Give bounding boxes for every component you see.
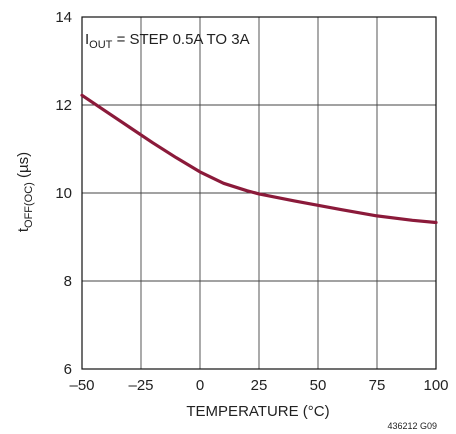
y-axis-title: tOFF(OC) (µs)	[15, 152, 35, 232]
y-tick-label: 14	[55, 9, 72, 26]
x-tick-label: 0	[196, 377, 204, 394]
x-tick-label: 75	[369, 377, 386, 394]
x-tick-label: 100	[423, 377, 448, 394]
x-tick-labels: –50 –25 0 25 50 75 100	[69, 377, 448, 394]
annotation-label: IOUT = STEP 0.5A TO 3A	[85, 31, 250, 51]
plot-frame	[81, 16, 437, 370]
y-tick-label: 8	[64, 273, 72, 290]
data-line	[80, 93, 438, 225]
x-tick-label: 25	[251, 377, 268, 394]
y-tick-label: 6	[64, 361, 72, 378]
x-axis-title: TEMPERATURE (°C)	[186, 403, 329, 420]
figure-id: 436212 G09	[387, 421, 437, 431]
y-tick-label: 10	[55, 185, 72, 202]
x-tick-label: –25	[128, 377, 153, 394]
x-tick-label: –50	[69, 377, 94, 394]
y-tick-labels: 6 8 10 12 14	[55, 9, 72, 378]
x-tick-label: 50	[310, 377, 327, 394]
y-tick-label: 12	[55, 97, 72, 114]
